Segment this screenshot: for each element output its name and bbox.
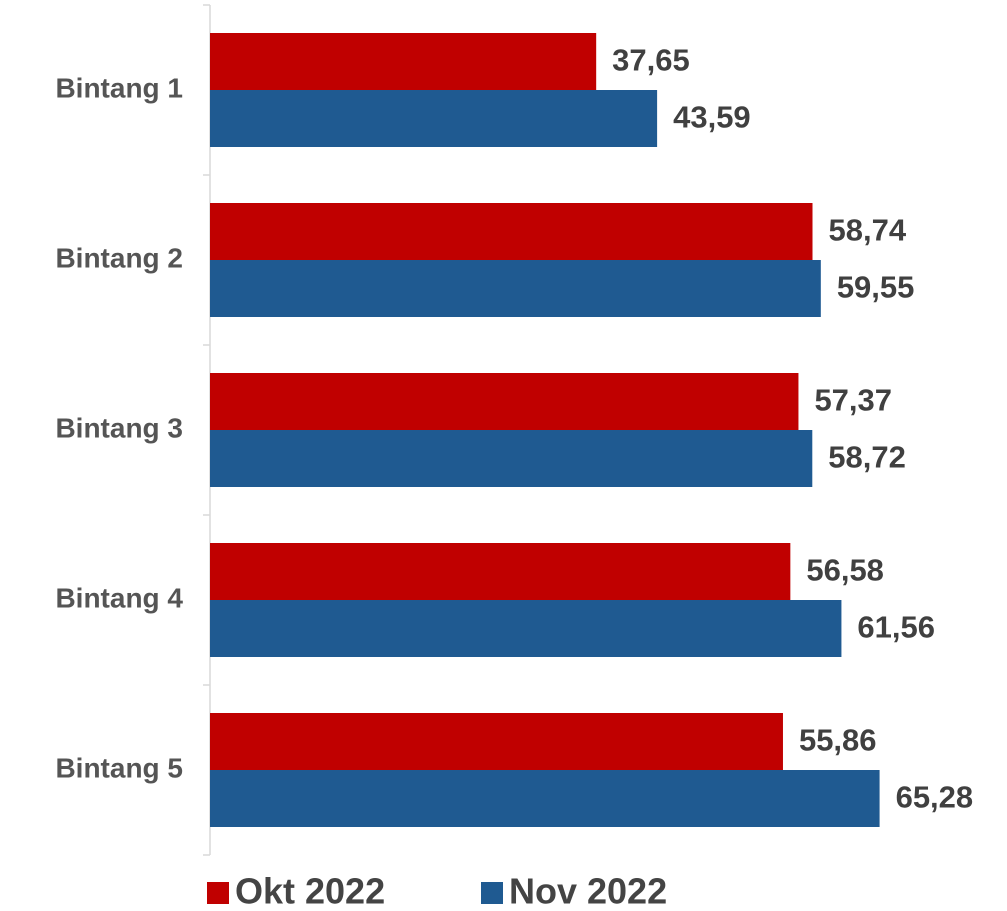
category-label: Bintang 1: [55, 72, 183, 103]
bar: [210, 373, 799, 430]
bar: [210, 770, 880, 827]
category-label: Bintang 4: [55, 582, 183, 613]
category-label: Bintang 5: [55, 752, 183, 783]
value-label: 57,37: [814, 383, 892, 418]
value-label: 58,74: [829, 213, 907, 248]
value-label: 55,86: [799, 723, 877, 758]
value-label: 37,65: [612, 43, 690, 78]
legend-label: Okt 2022: [235, 871, 385, 911]
legend-swatch: [481, 882, 503, 904]
legend-swatch: [207, 882, 229, 904]
bar: [210, 543, 791, 600]
bar: [210, 600, 842, 657]
bar: [210, 203, 813, 260]
value-label: 43,59: [673, 100, 751, 135]
bar: [210, 713, 783, 770]
value-label: 56,58: [806, 553, 884, 588]
category-label: Bintang 3: [55, 412, 183, 443]
legend-label: Nov 2022: [509, 871, 667, 911]
bar: [210, 430, 813, 487]
bar: [210, 260, 821, 317]
value-label: 58,72: [828, 440, 906, 475]
value-label: 61,56: [857, 610, 935, 645]
value-label: 59,55: [837, 270, 915, 305]
bar: [210, 90, 658, 147]
category-label: Bintang 2: [55, 242, 183, 273]
value-label: 65,28: [896, 780, 974, 815]
bar: [210, 33, 597, 90]
